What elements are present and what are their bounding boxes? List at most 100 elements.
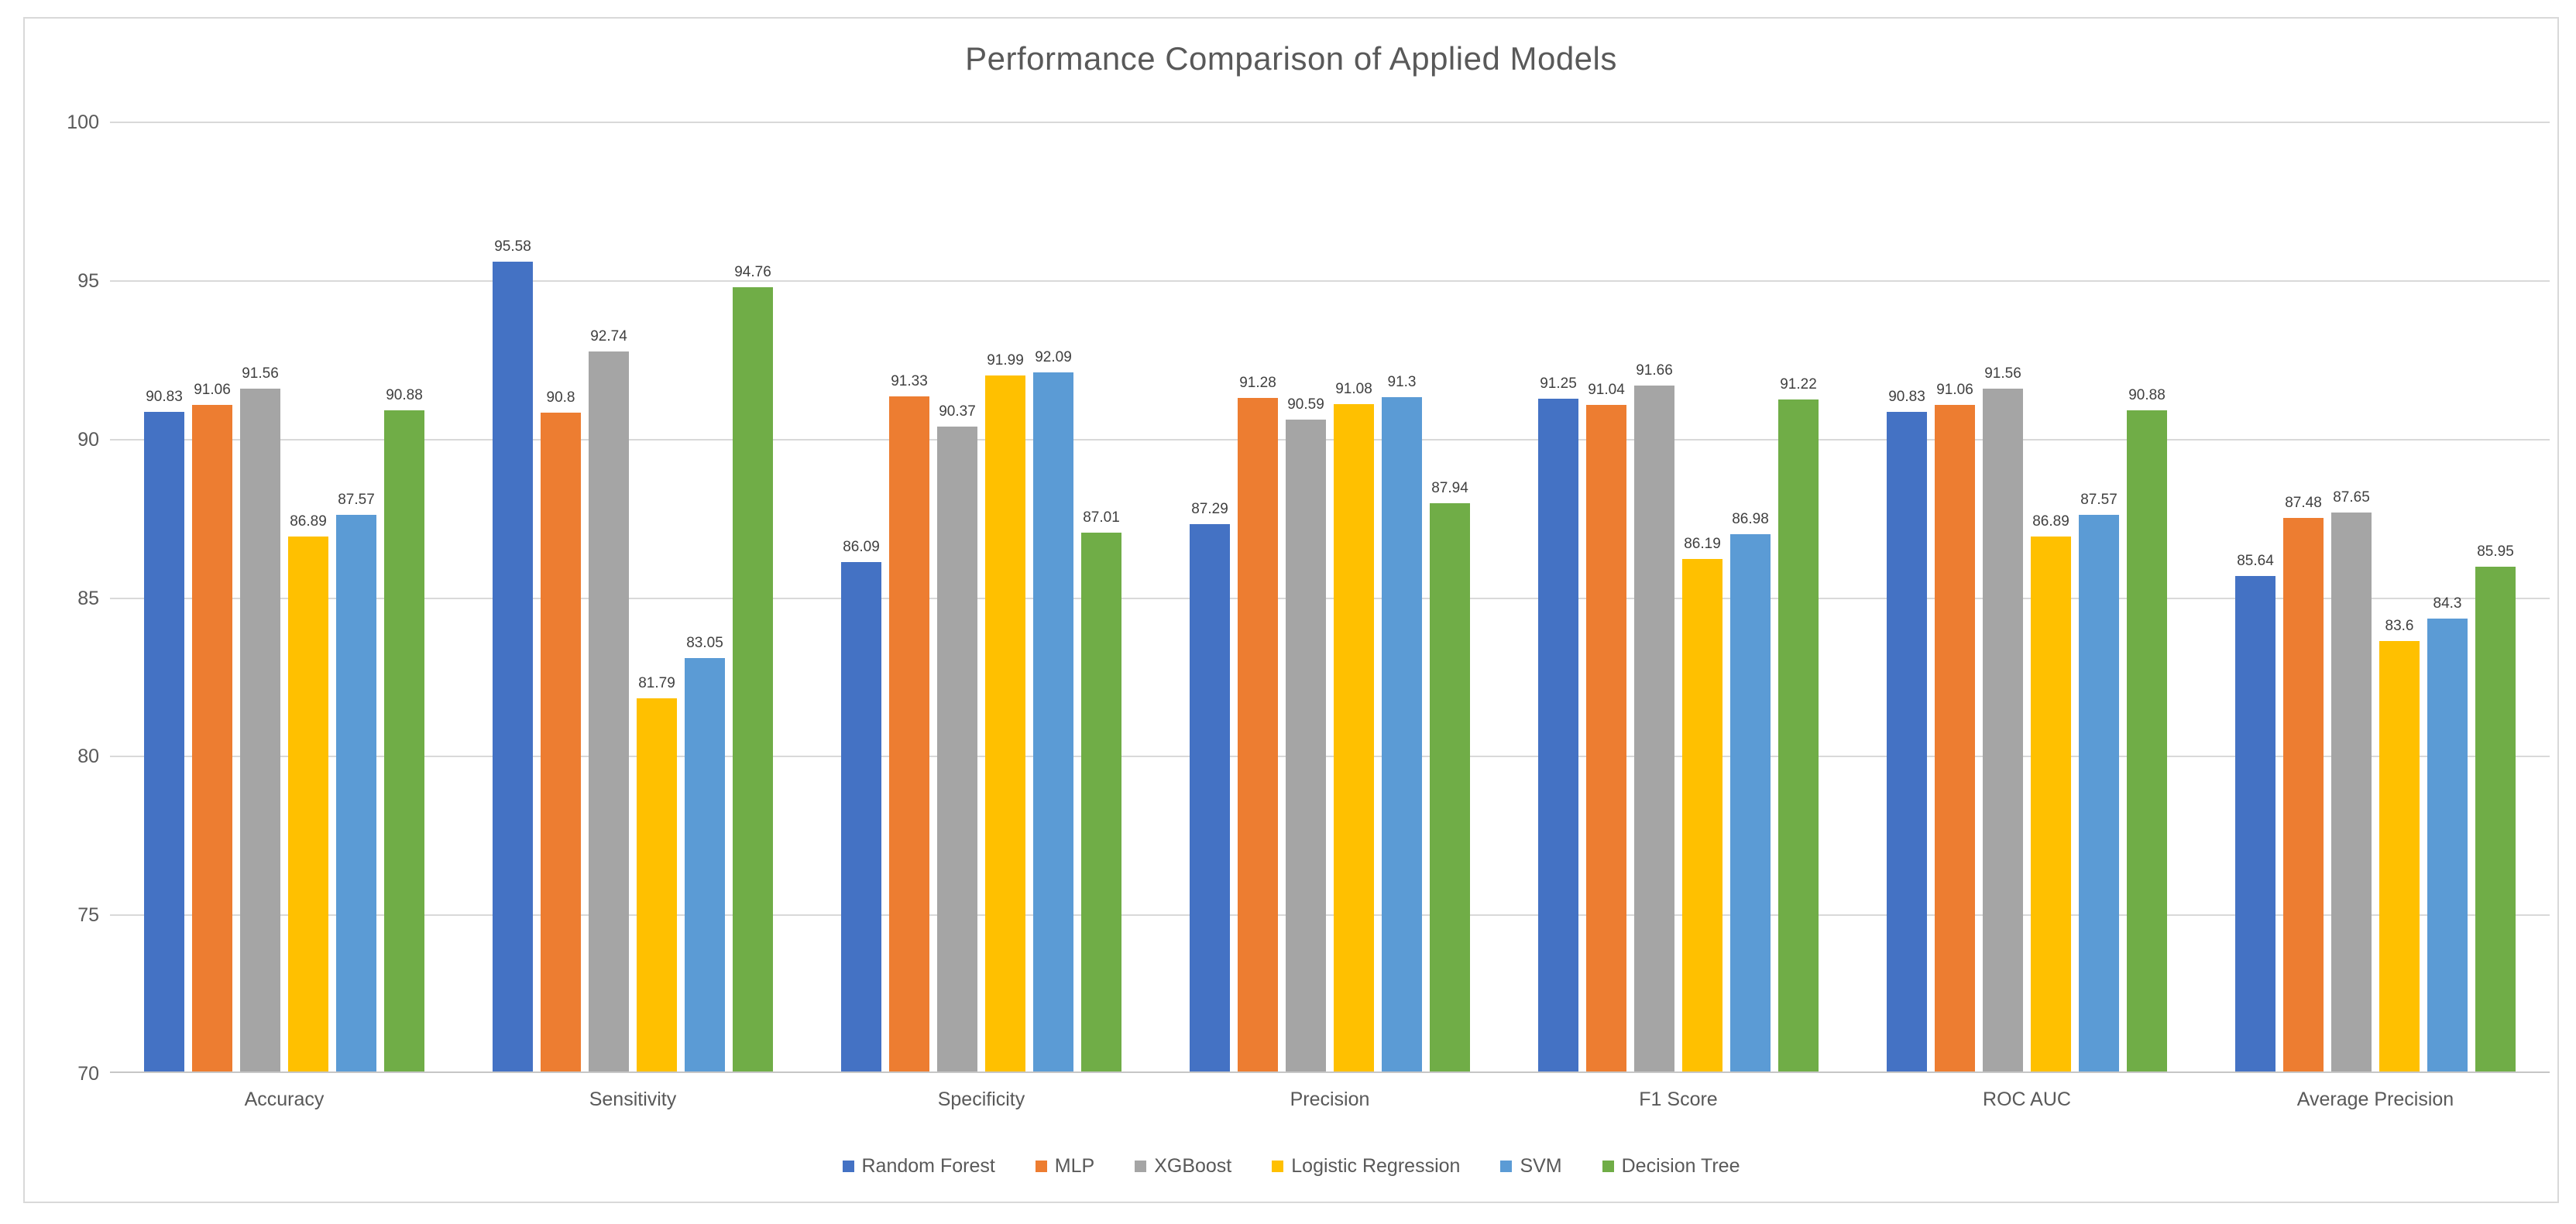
gridline [110,279,2550,282]
bar-slot: 81.79 [637,122,677,1071]
bar-value-label: 91.04 [1588,382,1625,399]
bar-value-label: 91.22 [1780,376,1817,393]
bar-slot: 83.05 [685,122,725,1071]
bar [1887,412,1927,1071]
bar [889,396,929,1071]
bar-slot: 90.8 [541,122,581,1071]
bar [336,515,376,1071]
x-category-label: ROC AUC [1983,1089,2071,1110]
legend-item-mlp: MLP [1035,1155,1094,1178]
bar-slot: 90.88 [2127,122,2167,1071]
bar [2079,515,2119,1071]
bar-value-label: 91.08 [1335,380,1372,397]
bar-value-label: 95.58 [494,238,531,255]
bar-slot: 92.74 [589,122,629,1071]
bar-value-label: 92.09 [1035,348,1072,365]
bar [2127,410,2167,1071]
bar-value-label: 90.88 [386,387,423,404]
legend-label: SVM [1520,1155,1562,1177]
bar-slot: 91.3 [1382,122,1422,1071]
bar-group-f1-score: 91.25 91.04 91.66 86.19 86.98 91.22 [1504,122,1853,1071]
legend-item-logistic-regression: Logistic Regression [1272,1155,1460,1178]
bar-value-label: 90.83 [146,389,183,406]
bar [1286,419,1326,1071]
bar [1634,386,1674,1071]
bar-slot: 90.37 [937,122,977,1071]
bar-value-label: 85.95 [2477,543,2514,560]
legend-item-random-forest: Random Forest [842,1155,995,1178]
bar-value-label: 91.99 [987,351,1024,369]
chart-title: Performance Comparison of Applied Models [965,40,1617,77]
bar-value-label: 91.33 [891,372,928,389]
bar [2331,513,2372,1071]
bar [841,561,881,1071]
legend-item-svm: SVM [1500,1155,1562,1178]
legend-swatch [1135,1161,1147,1172]
bar-value-label: 91.06 [194,381,231,398]
bar [637,698,677,1071]
x-category-label: Accuracy [244,1089,325,1110]
bar-slot: 86.09 [841,122,881,1071]
bar-slot: 90.83 [1887,122,1927,1071]
bar-value-label: 87.94 [1431,480,1468,497]
bar-group-precision: 87.29 91.28 90.59 91.08 91.3 87.94 [1156,122,1504,1071]
bar-slot: 91.33 [889,122,929,1071]
x-category-label: Specificity [937,1089,1025,1110]
x-category-label: F1 Score [1639,1089,1718,1110]
bar-slot: 90.88 [384,122,424,1071]
bar-slot: 87.01 [1081,122,1121,1071]
legend-label: Decision Tree [1621,1155,1740,1177]
gridline [110,756,2550,758]
bar [1935,404,1975,1071]
bar-value-label: 91.56 [242,365,279,382]
bar-slot: 95.58 [493,122,533,1071]
bar-value-label: 85.64 [2237,553,2274,570]
bar [2235,576,2275,1071]
bar [493,261,533,1071]
bar-slot: 91.28 [1238,122,1278,1071]
legend-swatch [1500,1161,1513,1172]
bar [1190,523,1230,1071]
bar-slot: 86.98 [1730,122,1771,1071]
bar [192,404,232,1071]
bar-value-label: 86.98 [1732,510,1769,527]
bar-slot: 91.04 [1586,122,1626,1071]
bar [1334,403,1374,1071]
bar-group-accuracy: 90.83 91.06 91.56 86.89 87.57 90.88 [110,122,459,1071]
bar [1238,397,1278,1071]
legend: Random Forest MLP XGBoost Logistic Regressi… [25,1155,2557,1178]
y-tick-label: 80 [77,746,99,768]
bar-slot: 84.3 [2427,122,2468,1071]
bar [1033,372,1073,1071]
bar-slot: 91.66 [1634,122,1674,1071]
bar-value-label: 90.88 [2128,387,2166,404]
bar-group-sensitivity: 95.58 90.8 92.74 81.79 83.05 94.76 [459,122,807,1071]
gridline [110,438,2550,441]
bar-value-label: 91.66 [1636,362,1673,379]
bar [541,413,581,1071]
bar [2475,566,2516,1071]
bar-value-label: 92.74 [590,327,627,345]
bar-slot: 87.48 [2283,122,2324,1071]
bar [240,389,280,1071]
bar [1682,558,1722,1071]
bar-slot: 92.09 [1033,122,1073,1071]
bar-value-label: 87.65 [2333,489,2370,506]
bar-value-label: 87.29 [1191,500,1228,517]
bar-slot: 86.89 [288,122,328,1071]
bar-value-label: 84.3 [2433,595,2462,612]
bar [144,412,184,1071]
y-tick-label: 100 [67,111,99,133]
x-category-label: Precision [1290,1089,1370,1110]
bar [1382,396,1422,1071]
plot-area: 90.83 91.06 91.56 86.89 87.57 90.88 95.58 90.8 9… [110,122,2550,1073]
y-tick-label: 95 [77,269,99,292]
legend-label: Random Forest [861,1155,995,1177]
bar-group-roc-auc: 90.83 91.06 91.56 86.89 87.57 90.88 [1853,122,2201,1071]
bar [2031,537,2071,1071]
bar [733,287,773,1071]
bar-value-label: 86.89 [2032,513,2069,530]
bar [937,426,977,1071]
bar-value-label: 81.79 [638,674,675,691]
bar [1430,503,1470,1071]
